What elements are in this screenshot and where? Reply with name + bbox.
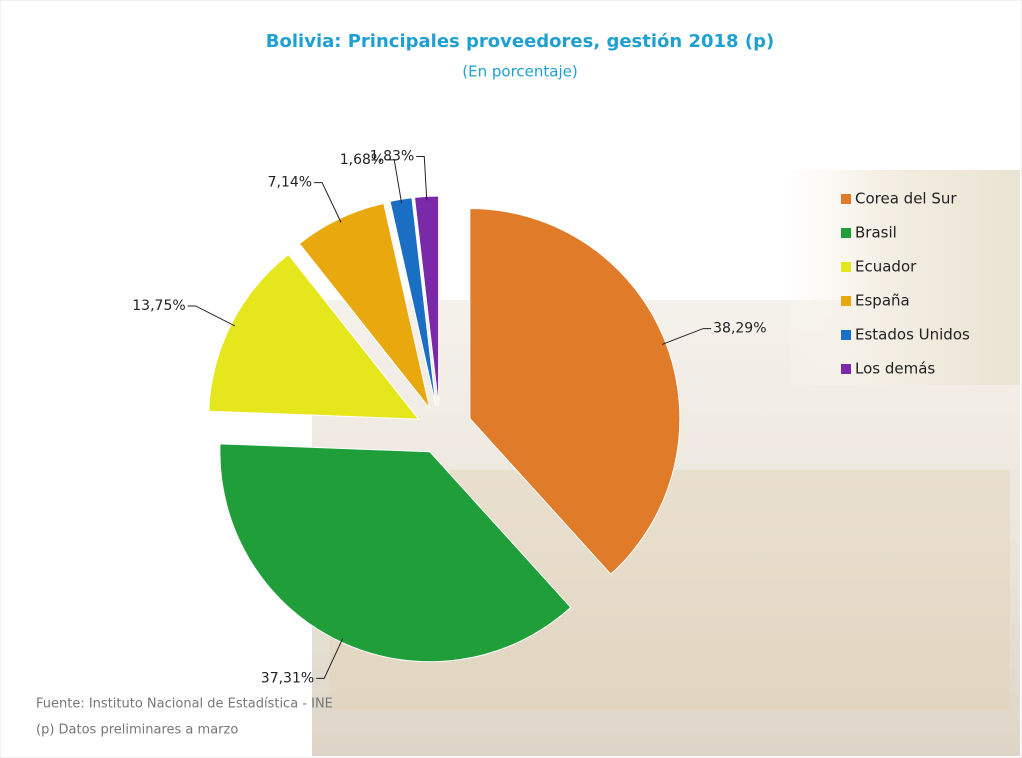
legend-swatch [841,228,851,238]
leader-line [187,305,236,327]
legend-swatch [841,262,851,272]
legend-box [790,170,1020,385]
legend-swatch [841,330,851,340]
legend-label: Estados Unidos [855,326,970,344]
leader-line [314,182,342,223]
legend-swatch [841,364,851,374]
chart-subtitle: (En porcentaje) [462,63,577,81]
leader-line [661,328,712,345]
legend-swatch [841,296,851,306]
legend-label: Corea del Sur [855,190,957,208]
data-label: 38,29% [713,321,766,337]
data-label: 7,14% [268,175,312,191]
data-label: 1,83% [370,148,414,164]
leader-line [416,155,428,201]
data-label: 1,68% [340,152,384,168]
leader-line [386,159,403,204]
legend-label: Los demás [855,360,935,378]
leader-line [316,638,344,679]
data-label: 37,31% [261,670,314,686]
source-note: Fuente: Instituto Nacional de Estadístic… [36,697,333,712]
data-label: 13,75% [132,298,185,314]
legend-label: Ecuador [855,258,917,276]
legend-label: España [855,292,910,310]
legend-label: Brasil [855,224,897,242]
footnote: (p) Datos preliminares a marzo [36,723,238,738]
legend-swatch [841,194,851,204]
chart-title: Bolivia: Principales proveedores, gestió… [266,31,774,52]
